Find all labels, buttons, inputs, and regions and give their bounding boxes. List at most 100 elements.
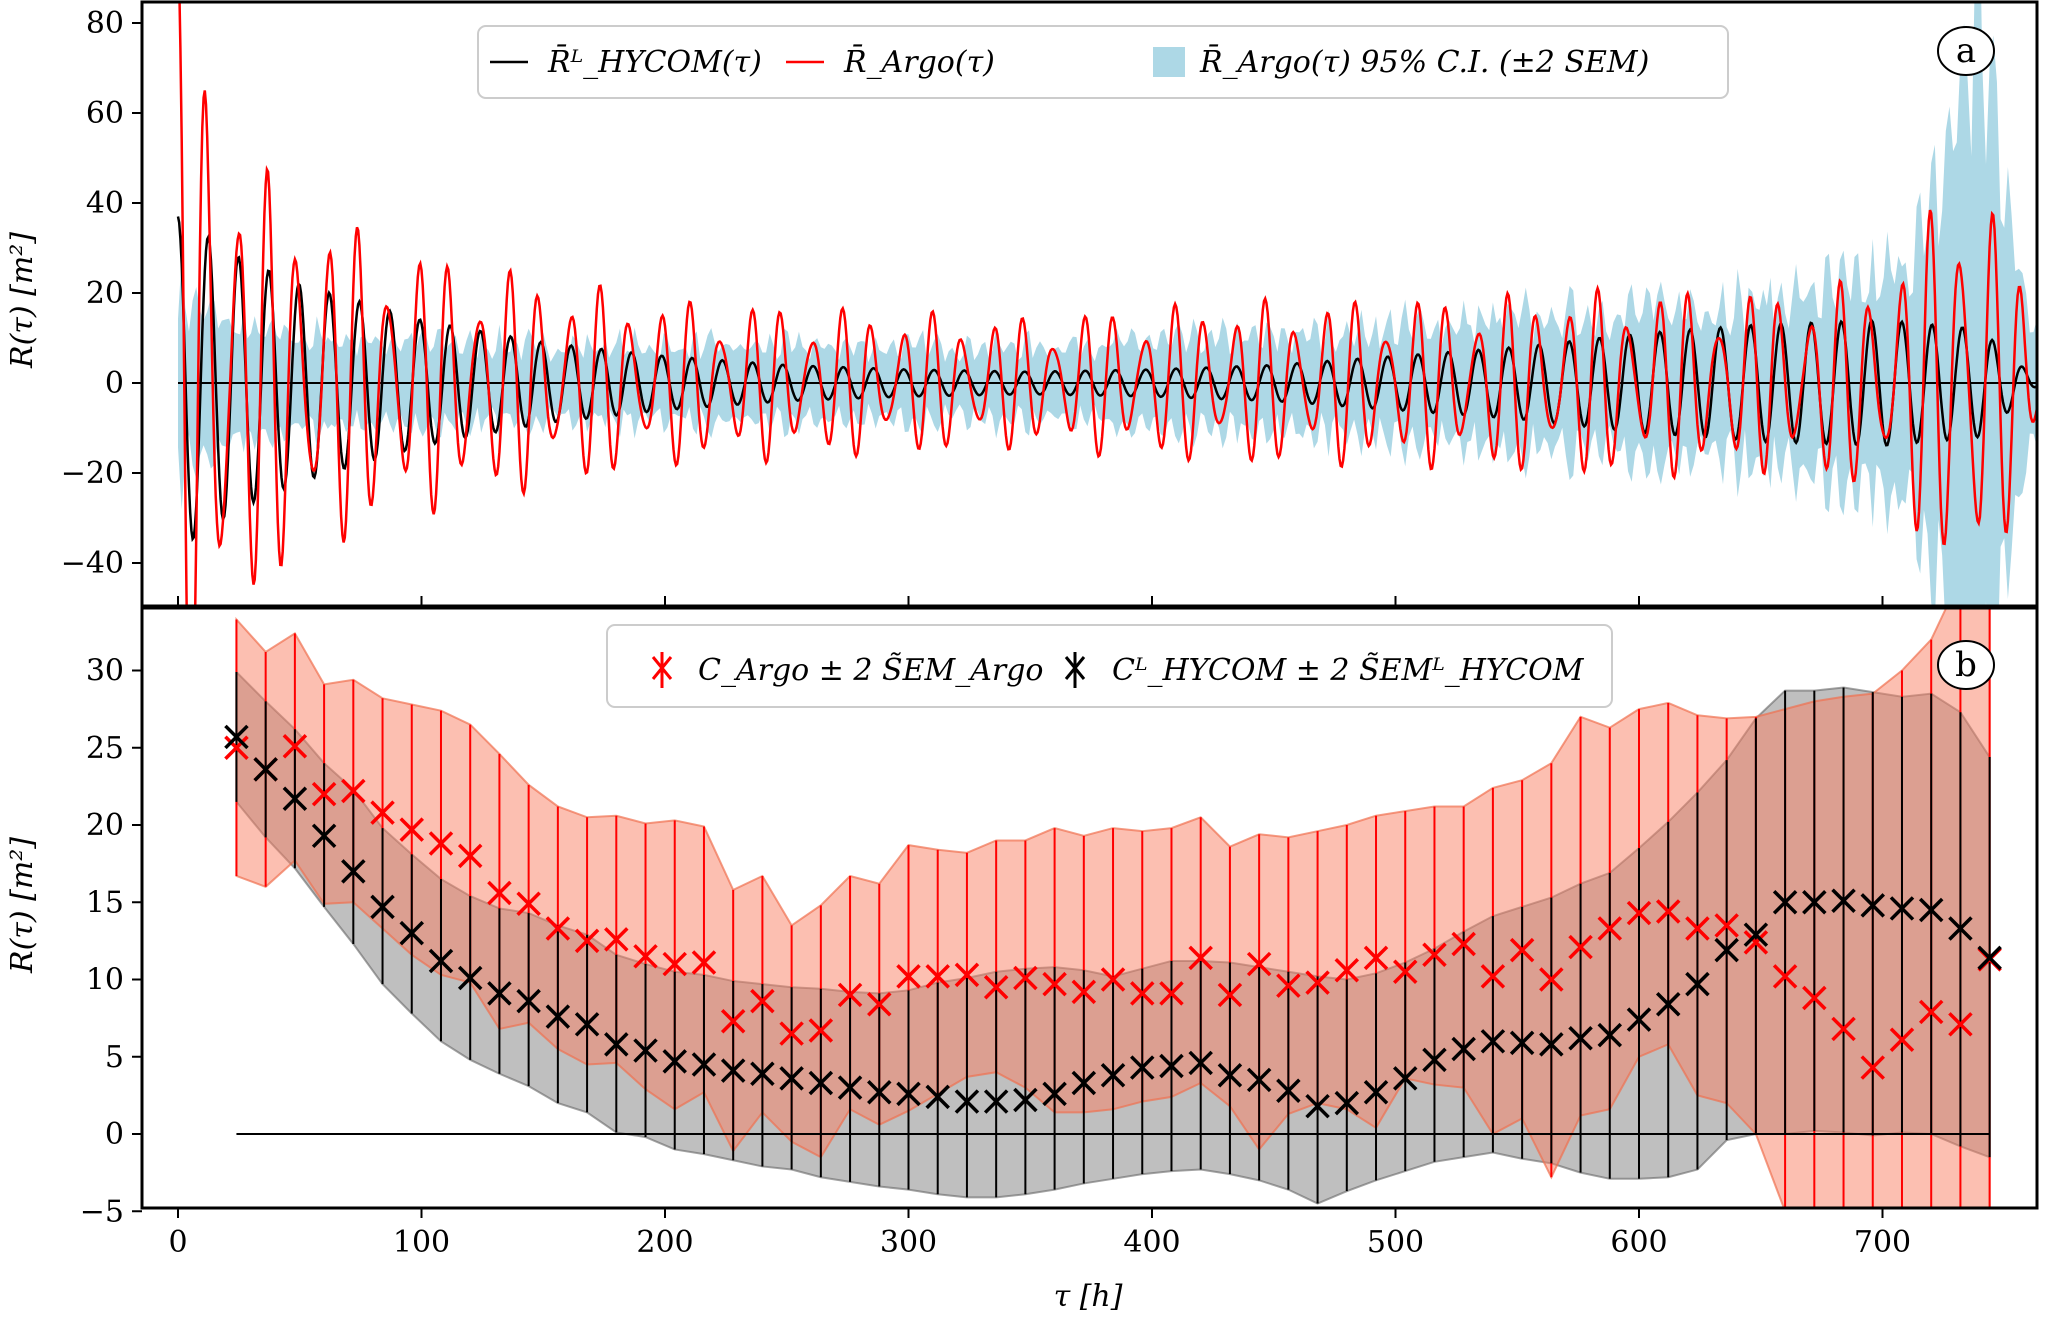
panel-a-plot-area <box>176 2 2037 606</box>
argo-point <box>370 800 395 825</box>
legend-label-ci: R̄_Argo(τ) 95% C.I. (±2 SEM) <box>1199 44 1649 80</box>
panel-b-x-axis: 0 100 200 300 400 500 600 700 <box>168 1208 1911 1260</box>
argo-point <box>1422 942 1447 968</box>
argo-point <box>487 880 512 906</box>
argo-point <box>633 944 658 969</box>
marker-stroke <box>1042 971 1067 997</box>
argo-point <box>1276 973 1301 998</box>
marker-stroke <box>1539 1032 1564 1057</box>
marker-stroke <box>1831 1016 1856 1042</box>
marker-stroke <box>1334 1090 1360 1116</box>
marker-stroke <box>1188 945 1213 971</box>
marker-stroke <box>428 831 454 856</box>
marker-stroke <box>1276 1078 1301 1103</box>
x-tick-label: 100 <box>393 1225 450 1260</box>
marker-stroke <box>837 982 863 1008</box>
marker-stroke <box>1480 1029 1506 1054</box>
argo-point <box>1100 967 1126 992</box>
argo-point <box>1130 981 1155 1006</box>
marker-stroke <box>896 964 921 989</box>
marker-stroke <box>1802 890 1827 915</box>
panel-tag-circle <box>1937 26 1995 76</box>
argo-point <box>691 950 717 975</box>
hycom-point <box>1451 1036 1476 1062</box>
marker-stroke <box>224 735 249 760</box>
marker-stroke <box>925 964 950 989</box>
hycom-point <box>954 1089 980 1114</box>
panel-b: −5 0 5 10 15 20 25 30 0 100 200 300 400 500 600 700 R(… <box>5 606 2039 1314</box>
y-tick-label: −20 <box>61 456 124 491</box>
hycom-point <box>1977 945 2002 971</box>
argo-point <box>1159 981 1184 1006</box>
argo-point <box>1831 1016 1856 1042</box>
marker-stroke <box>1626 1007 1652 1032</box>
y-tick-label: −5 <box>80 1194 124 1229</box>
marker-stroke <box>516 891 541 917</box>
argo-point <box>1860 1055 1885 1080</box>
marker-stroke <box>1743 922 1769 947</box>
marker-stroke <box>399 817 424 842</box>
marker-stroke <box>1480 964 1506 989</box>
argo-point <box>1772 964 1798 989</box>
marker-stroke <box>1539 967 1564 992</box>
hycom-point <box>925 1084 950 1110</box>
hycom-point <box>1714 937 1739 963</box>
hycom-point <box>1071 1070 1097 1096</box>
argo-point <box>925 964 950 989</box>
marker-stroke <box>604 927 629 952</box>
panel-tag-label: a <box>1956 31 1976 71</box>
marker-stroke <box>1217 1063 1243 1088</box>
y-tick-label: −40 <box>61 546 124 581</box>
y-tick-label: 5 <box>105 1040 124 1075</box>
argo-point <box>1714 913 1739 938</box>
argo-point <box>341 778 366 804</box>
marker-stroke <box>1100 1063 1126 1088</box>
marker-stroke <box>1451 1036 1476 1062</box>
y-tick-label: 15 <box>86 885 124 920</box>
marker-stroke <box>1042 1081 1067 1107</box>
marker-stroke <box>1276 973 1301 998</box>
marker-stroke <box>1772 964 1798 989</box>
marker-stroke <box>604 1032 629 1057</box>
panel-b-frame <box>140 606 2039 1210</box>
marker-stroke <box>1714 913 1739 938</box>
marker-stroke <box>253 757 278 782</box>
argo-point <box>1655 899 1681 924</box>
y-tick-label: 80 <box>86 6 124 41</box>
hycom-point <box>1948 916 1973 941</box>
hycom-point <box>399 920 424 946</box>
marker-stroke <box>1013 1087 1038 1113</box>
legend-label-argo: C_Argo ± 2 S̃EM_Argo <box>698 653 1044 688</box>
argo-point <box>1743 930 1769 955</box>
marker-stroke <box>662 1049 687 1074</box>
hycom-point <box>1217 1063 1243 1088</box>
hycom-point <box>1626 1007 1652 1032</box>
marker-stroke <box>1363 1080 1389 1105</box>
hycom-point <box>1568 1025 1593 1051</box>
marker-stroke <box>633 944 658 969</box>
hycom-point <box>1276 1078 1301 1103</box>
marker-stroke <box>1305 970 1330 995</box>
argo-point <box>1393 959 1418 985</box>
hycom-point <box>311 823 337 849</box>
argo-point <box>224 735 249 760</box>
marker-stroke <box>896 1081 921 1107</box>
hycom-point <box>370 894 395 920</box>
hycom-point <box>1393 1066 1418 1091</box>
hycom-point <box>1363 1080 1389 1105</box>
panel-a-tag: a <box>1937 26 1995 76</box>
hycom-point <box>1422 1047 1447 1073</box>
marker-stroke <box>662 951 687 977</box>
marker-stroke <box>1597 916 1623 941</box>
y-tick-label: 20 <box>86 808 124 843</box>
panel-b-y-axis: −5 0 5 10 15 20 25 30 <box>80 654 142 1229</box>
argo-point <box>1685 916 1710 941</box>
hycom-point <box>604 1032 629 1057</box>
hycom-point <box>574 1012 600 1037</box>
argo-point <box>1539 967 1564 992</box>
marker-stroke <box>1393 1066 1418 1091</box>
hycom-point <box>662 1049 687 1074</box>
argo-point <box>1305 970 1330 995</box>
panel-a: −40 −20 0 20 40 60 80 R(τ) [m²] R̄ᴸ_HYCOM(τ) R… <box>5 0 2039 608</box>
hycom-point <box>545 1004 571 1029</box>
